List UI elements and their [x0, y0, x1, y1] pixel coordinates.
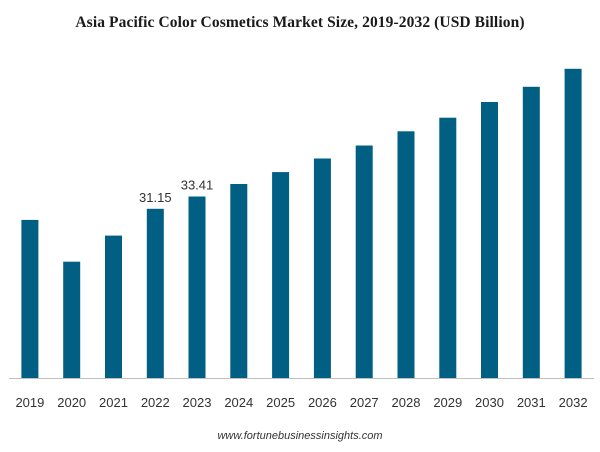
bar-2029 — [439, 117, 457, 378]
bar-2024 — [230, 184, 248, 378]
x-tick-label-2029: 2029 — [433, 395, 462, 410]
bar-2022 — [146, 208, 164, 378]
x-tick-label-2030: 2030 — [475, 395, 504, 410]
x-tick-label-2026: 2026 — [308, 395, 337, 410]
bars-group — [21, 68, 582, 379]
x-tick-label-2023: 2023 — [183, 395, 212, 410]
x-tick-label-2019: 2019 — [15, 395, 44, 410]
x-tick-label-2025: 2025 — [266, 395, 295, 410]
bar-2023 — [188, 196, 206, 378]
bar-2026 — [313, 158, 331, 378]
source-attribution: www.fortunebusinessinsights.com — [217, 430, 383, 442]
x-tick-label-2020: 2020 — [57, 395, 86, 410]
data-labels: 31.15 33.41 — [139, 178, 213, 205]
bar-2027 — [355, 145, 373, 378]
bar-2032 — [564, 68, 582, 379]
bar-2031 — [522, 86, 540, 379]
bar-2019 — [21, 219, 39, 378]
bar-2030 — [481, 102, 498, 378]
x-tick-label-2024: 2024 — [224, 395, 253, 410]
bar-2028 — [397, 131, 415, 378]
bar-2021 — [105, 235, 122, 378]
x-tick-label-2031: 2031 — [517, 395, 546, 410]
x-tick-labels: 2019 2020 2021 2022 2023 2024 2025 2026 2027 2028… — [15, 395, 587, 410]
x-tick-label-2032: 2032 — [559, 395, 588, 410]
x-tick-label-2027: 2027 — [350, 395, 379, 410]
data-label-2022: 31.15 — [139, 190, 172, 205]
bar-2025 — [272, 172, 290, 378]
x-tick-label-2022: 2022 — [141, 395, 170, 410]
x-tick-label-2028: 2028 — [392, 395, 421, 410]
x-tick-label-2021: 2021 — [99, 395, 128, 410]
data-label-2023: 33.41 — [181, 178, 214, 193]
chart-title: Asia Pacific Color Cosmetics Market Size… — [75, 14, 525, 31]
bar-2020 — [63, 261, 81, 378]
